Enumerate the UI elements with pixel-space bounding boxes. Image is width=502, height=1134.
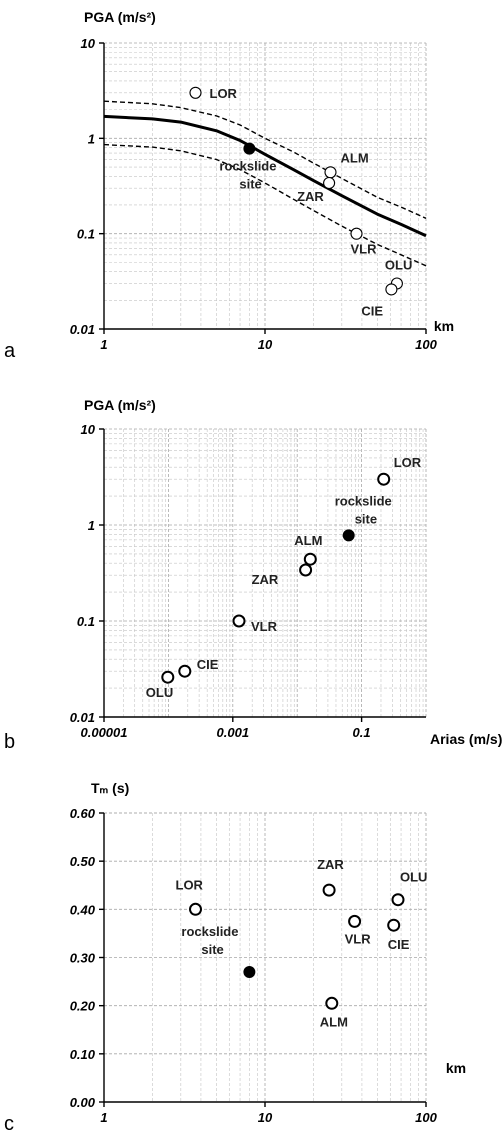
data-point-lor [189,86,202,99]
y-tick-label: 0.00 [70,1095,96,1110]
x-axis-label: Arias (m/s) [430,731,502,747]
point-label: CIE [388,937,410,952]
data-point-olu [161,670,175,684]
point-label: OLU [146,685,173,700]
y-tick-label: 0.50 [70,854,96,869]
data-point-alm [324,166,337,179]
chart-title: PGA (m/s²) [84,9,156,25]
y-tick-label: 0.10 [70,1047,96,1062]
data-point-rockslide-site [243,966,256,978]
y-tick-label: 0.1 [77,614,95,629]
x-tick-label: 0.1 [353,725,371,740]
point-label-line2: site [355,511,377,526]
point-label: VLR [251,619,278,634]
panel-letter-a: a [4,340,16,362]
point-label: ALM [294,533,322,548]
x-tick-label: 0.001 [217,725,250,740]
regression-curve [103,114,427,238]
data-point-cie [178,664,192,678]
point-label: ZAR [317,857,344,872]
data-point-zar [322,883,336,897]
grid-c [103,812,427,1103]
y-tick-label: 0.60 [70,806,96,821]
point-label: LOR [210,86,238,101]
chart-title: Tₘ (s) [91,780,129,796]
y-tick-label: 0.30 [70,951,96,966]
panel-letter-b: b [4,731,15,753]
data-point-vlr [232,614,246,628]
point-label: LOR [176,877,204,892]
data-point-alm [325,996,339,1010]
data-point-lor [189,902,202,916]
x-tick-label: 10 [258,337,273,352]
confidence-curve-1 [103,100,427,219]
y-tick-label: 10 [81,422,96,437]
y-tick-label: 0.20 [70,999,96,1014]
point-label: rockslide site [181,924,238,957]
data-point-zar [299,563,313,577]
point-label: CIE [361,303,383,318]
point-label: ALM [341,150,369,165]
x-tick-label: 10 [258,1110,273,1125]
panel-letter-c: c [4,1113,14,1134]
data-point-alm [303,552,317,566]
data-point-rockslide-site [342,529,355,542]
point-label: rockslide site [219,159,276,192]
data-point-rockslide-site [243,142,256,155]
point-label: OLU [400,870,427,885]
point-label: OLU [385,258,412,273]
point-label-line1: rockslide [181,924,238,939]
chart-panel-b: 0.01 0.1 1 10 0.00001 0.001 0.1 PGA (m/s²) Arias… [70,397,502,747]
grid-a [103,42,427,330]
y-tick-label: 0.40 [70,902,96,917]
confidence-curve-2 [103,143,427,267]
point-label: ALM [320,1014,348,1029]
point-label-line1: rockslide [335,493,392,508]
data-point-zar [323,176,336,190]
y-tick-label: 0.1 [77,227,95,242]
y-tick-label: 1 [88,131,95,146]
grid-b [103,428,427,718]
data-point-olu [391,893,405,907]
point-label: CIE [197,657,219,672]
point-label: ZAR [252,572,279,587]
point-label: ZAR [297,189,324,204]
point-label: rockslide site [335,493,392,526]
point-label: VLR [345,931,372,946]
y-tick-label: 0.01 [70,322,95,337]
chart-title: PGA (m/s²) [84,397,156,413]
y-tick-label: 0.01 [70,710,95,725]
x-tick-label: 1 [100,337,107,352]
x-tick-label: 100 [415,337,437,352]
point-label-line1: rockslide [219,159,276,174]
chart-panel-a: 0.01 0.1 1 10 1 10 100 PGA (m/s²) km LOR rockslide… [70,9,454,352]
chart-panel-c: 0.00 0.10 0.20 0.30 0.40 0.50 0.60 1 10 100 Tₘ (s)… [70,780,466,1125]
point-label-line2: site [239,177,261,192]
x-tick-label: 100 [415,1110,437,1125]
point-label: VLR [351,242,378,257]
data-point-cie [385,283,398,296]
data-point-lor [377,472,391,486]
data-point-vlr [348,914,362,928]
x-axis-label: km [446,1060,466,1076]
x-tick-label: 1 [100,1110,107,1125]
x-axis-label: km [434,318,454,334]
x-tick-label: 0.00001 [81,725,128,740]
y-tick-label: 1 [88,518,95,533]
data-point-vlr [350,227,363,240]
point-label-line2: site [201,942,223,957]
point-label: LOR [394,455,422,470]
data-point-cie [387,918,401,932]
y-tick-label: 10 [81,36,96,51]
